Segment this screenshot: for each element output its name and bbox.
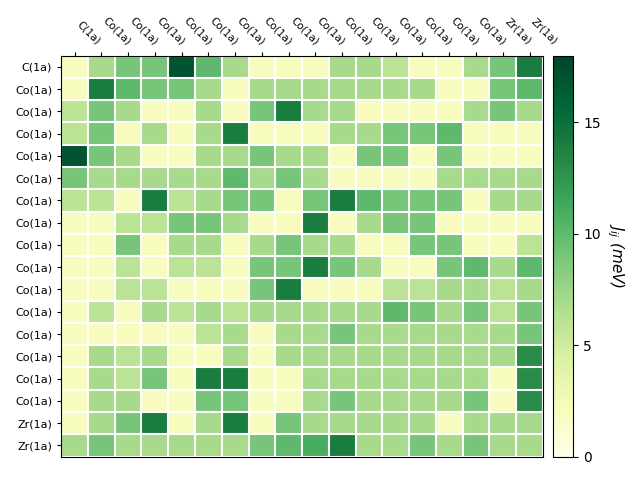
Y-axis label: $J_{ij}$ (meV): $J_{ij}$ (meV) — [605, 224, 626, 288]
